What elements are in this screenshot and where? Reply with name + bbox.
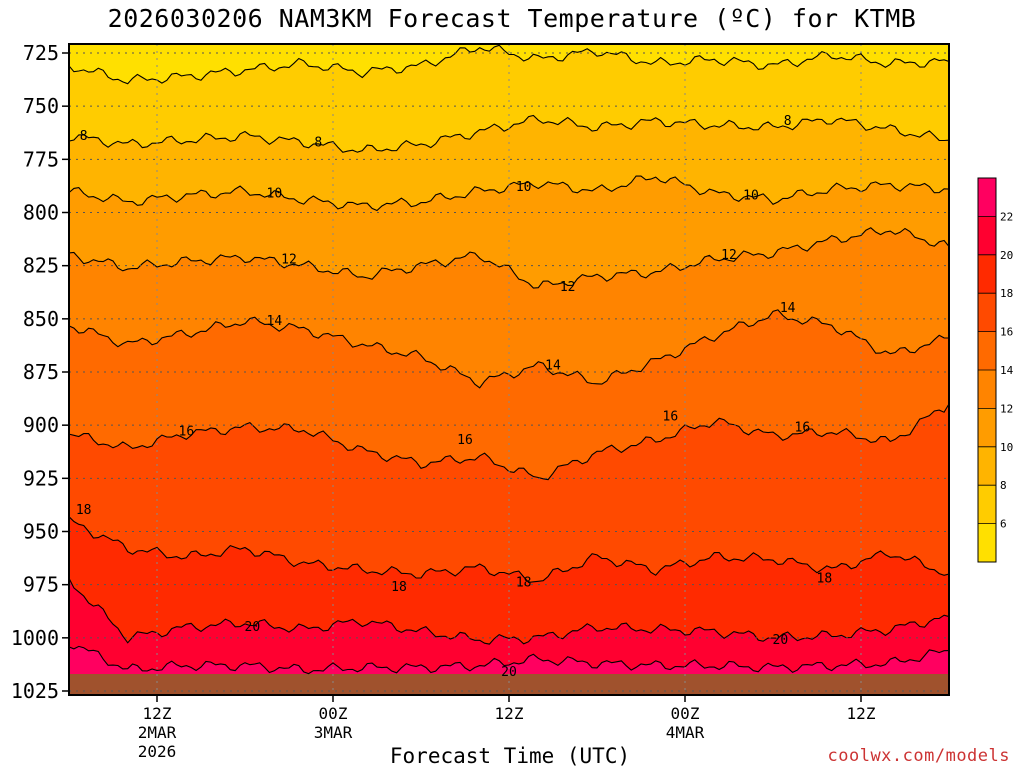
x-axis-label: Forecast Time (UTC) xyxy=(389,744,631,768)
contour-labels: 8 8 8 10 10 10 12 12 12 14 14 14 16 16 16 16 18 18 18 18 20 2… xyxy=(76,114,832,680)
colorbar-tick-label: 8 xyxy=(1000,479,1007,492)
credit-link[interactable]: coolwx.com/models xyxy=(827,746,1010,766)
x-tick-label: 3MAR xyxy=(314,723,353,742)
colorbar-tick-label: 22 xyxy=(1000,210,1013,223)
y-tick-label: 1000 xyxy=(11,626,59,650)
y-tick-label: 950 xyxy=(23,520,59,544)
fill-band-0 xyxy=(69,44,949,84)
y-tick-label: 1025 xyxy=(11,679,59,703)
colorbar-segment xyxy=(978,370,996,409)
colorbar-tick-label: 18 xyxy=(1000,287,1013,300)
fill-band-1 xyxy=(69,44,949,153)
colorbar-segment xyxy=(978,254,996,294)
colorbar-tick-label: 14 xyxy=(1000,364,1014,377)
x-tick-label: 2MAR xyxy=(138,723,177,742)
temperature-fill-bands xyxy=(69,44,949,695)
contour-label: 16 xyxy=(795,420,811,435)
contour-label: 16 xyxy=(179,425,195,440)
contour-label: 10 xyxy=(516,180,532,195)
isotherm-line-0 xyxy=(69,44,949,85)
y-tick-label: 750 xyxy=(23,94,59,118)
colorbar-segment xyxy=(978,216,996,255)
y-axis: 725 750 775 800 825 850 875 900 925 950 975 1000 102… xyxy=(11,41,69,703)
contour-label: 8 xyxy=(80,129,88,144)
contour-label: 10 xyxy=(267,186,283,201)
x-tick-label: 12Z xyxy=(495,704,524,723)
x-tick-label: 12Z xyxy=(847,704,876,723)
colorbar-segment xyxy=(978,446,996,486)
colorbar-tick-label: 16 xyxy=(1000,326,1013,339)
colorbar-tick-label: 20 xyxy=(1000,249,1013,262)
contour-label: 8 xyxy=(314,135,322,150)
contour-label: 8 xyxy=(784,114,792,129)
isotherm-line-8 xyxy=(69,645,949,675)
contour-label: 10 xyxy=(743,188,759,203)
contour-label: 20 xyxy=(245,620,261,635)
colorbar-segment xyxy=(978,485,996,524)
ground-rect xyxy=(69,673,949,695)
chart-title: 2026030206 NAM3KM Forecast Temperature (… xyxy=(107,4,917,33)
x-tick-label: 00Z xyxy=(671,704,700,723)
contour-label: 16 xyxy=(457,433,473,448)
colorbar-tick-label: 6 xyxy=(1000,518,1007,531)
x-tick-label: 2026 xyxy=(138,742,177,761)
y-tick-label: 975 xyxy=(23,573,59,597)
colorbar-segment xyxy=(978,408,996,447)
x-tick-label: 00Z xyxy=(319,704,348,723)
contour-label: 18 xyxy=(516,576,532,591)
colorbar-tick-label: 12 xyxy=(1000,402,1013,415)
contour-label: 18 xyxy=(391,580,407,595)
colorbar-segment xyxy=(978,178,996,217)
contour-label: 18 xyxy=(76,503,92,518)
x-tick-label: 12Z xyxy=(143,704,172,723)
contour-label: 12 xyxy=(281,252,297,267)
y-tick-label: 925 xyxy=(23,466,59,490)
contour-label: 20 xyxy=(773,633,789,648)
x-tick-label: 4MAR xyxy=(666,723,705,742)
colorbar-segment xyxy=(978,331,996,370)
colorbar-tick-label: 10 xyxy=(1000,441,1013,454)
y-tick-label: 825 xyxy=(23,254,59,278)
colorbar-segment xyxy=(978,293,996,332)
contour-label: 18 xyxy=(817,571,833,586)
contour-label: 14 xyxy=(267,314,283,329)
isotherm-line-7 xyxy=(69,578,949,645)
y-tick-label: 850 xyxy=(23,307,59,331)
y-tick-label: 900 xyxy=(23,413,59,437)
y-tick-label: 725 xyxy=(23,41,59,65)
isotherm-line-6 xyxy=(69,516,949,583)
contour-label: 12 xyxy=(721,248,737,263)
contour-label: 14 xyxy=(545,359,561,374)
colorbar-segment xyxy=(978,523,996,562)
y-tick-label: 875 xyxy=(23,360,59,384)
contour-label: 14 xyxy=(780,301,796,316)
contour-label: 16 xyxy=(663,410,679,425)
isotherm-line-3 xyxy=(69,227,949,289)
contour-label: 20 xyxy=(501,665,517,680)
contour-label: 12 xyxy=(560,280,576,295)
ground-layer xyxy=(69,673,949,695)
y-tick-label: 800 xyxy=(23,201,59,225)
colorbar: 6 8 10 12 14 16 18 20 22 xyxy=(977,177,1014,563)
y-tick-label: 775 xyxy=(23,147,59,171)
